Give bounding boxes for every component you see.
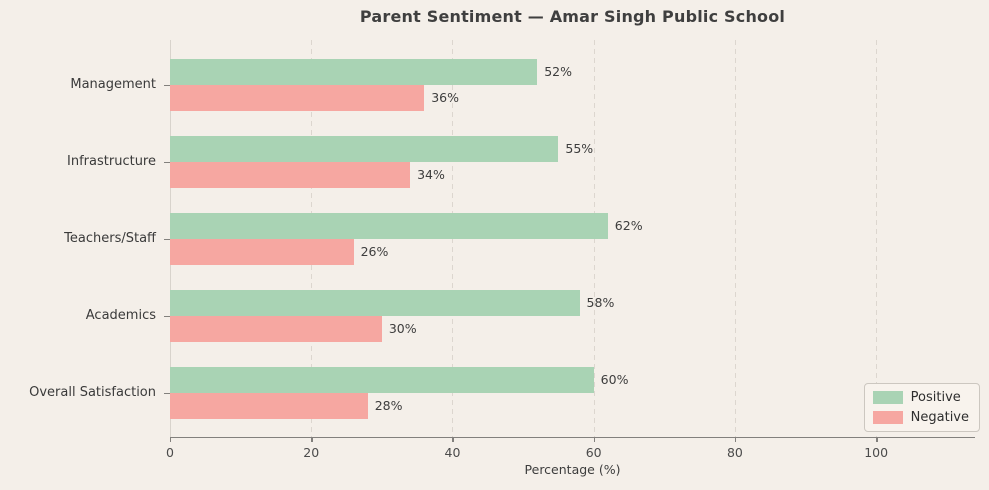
x-axis-tick [452,437,454,442]
value-label-positive: 62% [614,218,643,233]
value-label-positive: 55% [565,141,594,156]
legend-item-positive: Positive [872,390,969,405]
y-axis-label: Infrastructure [67,154,156,169]
x-axis-title: Percentage (%) [524,462,621,477]
y-axis: Management Infrastructure Teachers/Staff Ac… [0,40,170,437]
x-axis-tick [876,437,878,442]
bar-negative [170,316,382,342]
value-label-negative: 28% [374,398,403,413]
legend-swatch-negative-icon [872,411,903,424]
bar-positive [170,136,559,162]
value-label-positive: 58% [586,295,615,310]
y-axis-tick [164,239,170,241]
bar-positive [170,367,594,393]
bar-negative [170,162,411,188]
bar-positive [170,290,580,316]
legend-item-negative: Negative [872,410,969,425]
value-label-negative: 34% [417,167,445,182]
y-axis-tick [164,162,170,164]
bar-positive [170,213,608,239]
bar-negative [170,85,425,111]
x-axis-tick [593,437,596,442]
value-label-negative: 36% [431,90,459,105]
x-axis-tick-label: 100 [864,445,889,460]
bar-negative [170,239,354,265]
legend-label-positive: Positive [910,390,961,405]
gridline [734,40,736,437]
x-axis-tick [734,437,737,442]
x-axis-tick [311,437,313,442]
x-axis-tick-label: 60 [585,445,602,460]
x-axis-tick-label: 80 [726,445,743,460]
value-label-negative: 30% [388,321,417,336]
legend-label-negative: Negative [910,410,969,425]
y-axis-tick [164,316,170,318]
x-axis-tick-label: 40 [444,445,461,460]
gridline [876,40,878,437]
chart-title: Parent Sentiment — Amar Singh Public Sch… [359,7,786,26]
y-axis-label: Management [70,77,156,92]
bar-negative [170,393,368,419]
x-axis-tick-label: 20 [303,445,320,460]
x-axis-tick [170,437,172,442]
plot-area: 52% 36% 55% 34% 62% 26% 58% 30% 60% 28% [170,40,975,438]
legend: Positive Negative [863,383,980,432]
x-axis-tick-label: 0 [166,445,174,460]
y-axis-label: Teachers/Staff [64,231,156,246]
y-axis-tick [164,393,170,395]
y-axis-label: Overall Satisfaction [29,385,156,400]
value-label-negative: 26% [360,244,389,259]
legend-swatch-positive-icon [872,391,903,404]
y-axis-tick [164,85,170,87]
value-label-positive: 60% [600,372,629,387]
value-label-positive: 52% [544,64,572,79]
bar-positive [170,59,538,85]
y-axis-label: Academics [85,308,156,323]
